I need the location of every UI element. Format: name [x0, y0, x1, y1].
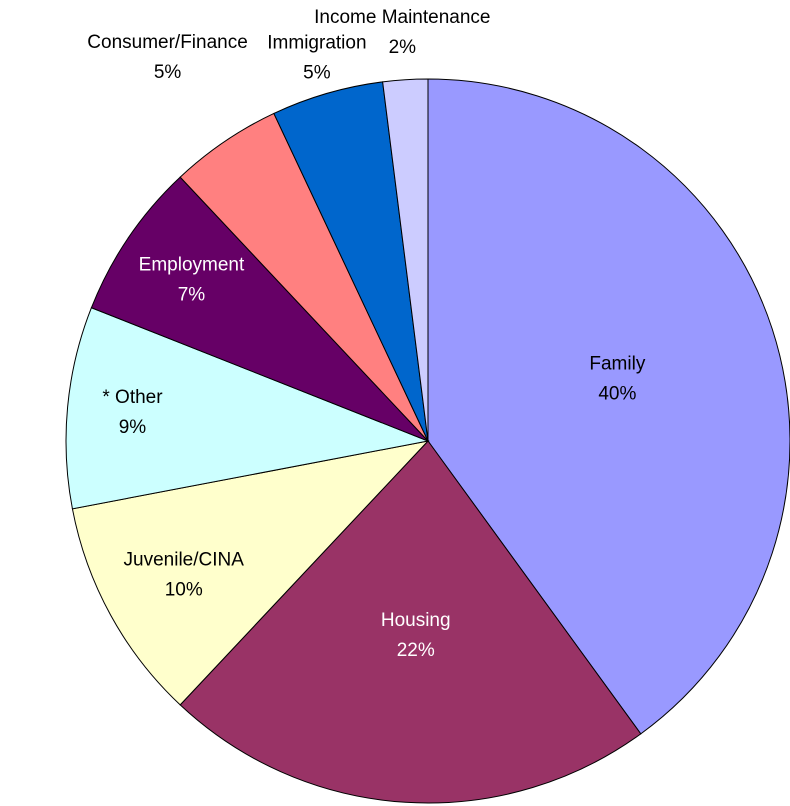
- slice-value-label: 9%: [119, 417, 147, 438]
- slice-value-label: 40%: [598, 383, 636, 404]
- slice-label: Income Maintenance: [314, 7, 490, 28]
- slice-value-label: 7%: [178, 284, 206, 305]
- pie-slice: [71, 440, 430, 706]
- slice-label: Juvenile/CINA: [124, 549, 245, 570]
- pie-slice: [382, 78, 429, 442]
- pie-slice: [90, 176, 429, 442]
- slice-value-label: 22%: [397, 640, 435, 661]
- slice-value-label: 5%: [154, 62, 182, 83]
- pie-slice: [427, 78, 790, 735]
- pie-slice: [65, 307, 430, 510]
- slice-label: Housing: [381, 610, 451, 631]
- slice-label: * Other: [102, 387, 163, 408]
- slice-label: Immigration: [267, 33, 366, 54]
- slice-label: Employment: [139, 254, 245, 275]
- slice-value-label: 5%: [303, 63, 331, 84]
- slice-label: Consumer/Finance: [87, 32, 248, 53]
- slice-value-label: 10%: [165, 579, 203, 600]
- slice-label: Family: [589, 353, 645, 374]
- pie-slice: [179, 440, 642, 804]
- slice-value-label: 2%: [389, 37, 417, 58]
